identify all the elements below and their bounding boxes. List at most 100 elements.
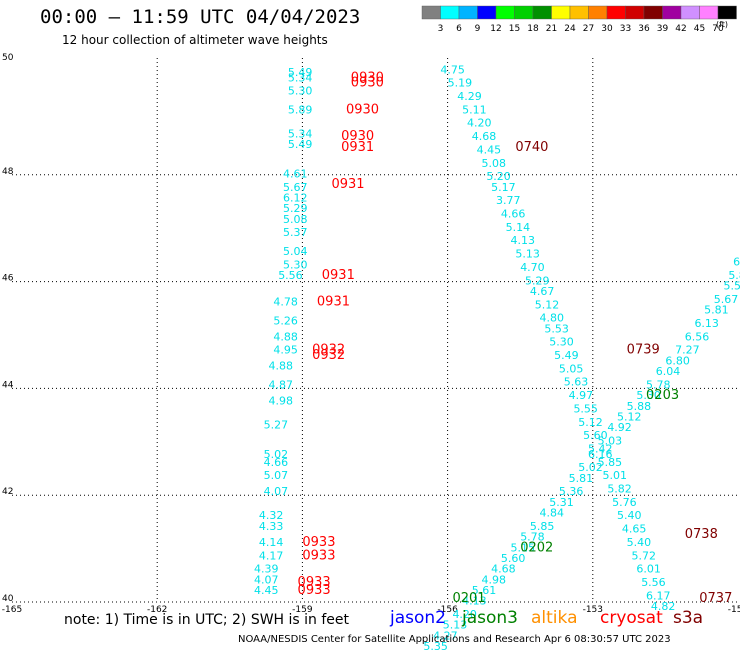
- swh-value-label: 5.8: [728, 269, 740, 282]
- swh-value-label: 5.27: [264, 418, 289, 431]
- colorbar-label: 39: [657, 24, 669, 34]
- x-tick-label: -165: [2, 605, 22, 615]
- swh-value-label: 6.01: [636, 563, 661, 576]
- credit-line: NOAA/NESDIS Center for Satellite Applica…: [238, 634, 671, 645]
- swh-value-label: 4.13: [511, 234, 536, 247]
- colorbar-label: 21: [546, 24, 557, 34]
- swh-value-label: 5.31: [549, 496, 574, 509]
- pass-time-label: 0202: [520, 540, 553, 555]
- colorbar-label: 15: [509, 24, 520, 34]
- swh-value-label: 4.07: [264, 485, 289, 498]
- swh-value-label: 5.78: [520, 531, 545, 544]
- swh-value-label: 4.45: [477, 143, 502, 156]
- swh-value-label: 4.14: [259, 536, 284, 549]
- pass-time-label: 0933: [298, 583, 331, 598]
- swh-value-label: 4.88: [269, 360, 294, 373]
- swh-value-label: 5.12: [535, 298, 560, 311]
- pass-time-label: 0931: [331, 177, 364, 192]
- swh-value-label: 4.13: [462, 595, 487, 608]
- chart-grid: -165 -162 -159 -156 -153 -150 40 42 44 46 48 50: [2, 53, 740, 615]
- y-tick-label: 40: [2, 594, 14, 604]
- swh-value-label: 5.36: [559, 485, 584, 498]
- swh-value-label: 3.77: [496, 194, 521, 207]
- swh-value-label: 5.11: [462, 103, 487, 116]
- swh-value-label: 5.85: [530, 520, 555, 533]
- y-tick-label: 48: [2, 167, 14, 177]
- colorbar-label: 12: [490, 24, 501, 34]
- swh-value-label: 5.03: [598, 434, 623, 447]
- swh-value-label: 5.40: [627, 536, 652, 549]
- legend-jason2: jason2: [390, 608, 446, 628]
- swh-value-label: 5.67: [714, 293, 739, 306]
- swh-value-label: 4.80: [540, 312, 565, 325]
- swh-value-label: 6.0: [733, 256, 740, 269]
- colorbar-label: 24: [564, 24, 576, 34]
- pass-time-label: 0933: [302, 535, 335, 550]
- swh-value-label: 5.61: [472, 584, 497, 597]
- swh-value-label: 4.92: [607, 421, 632, 434]
- colorbar-label: 3: [438, 24, 444, 34]
- x-tick-label: -156: [437, 605, 458, 615]
- swh-value-label: 4.84: [540, 507, 565, 520]
- swh-value-label: 5.49: [288, 66, 313, 79]
- swh-value-label: 4.68: [491, 563, 516, 576]
- pass-time-label: 0931: [322, 268, 355, 283]
- swh-value-label: 5.14: [506, 221, 531, 234]
- swh-value-label: 5.49: [288, 138, 313, 151]
- swh-value-label: 5.56: [641, 576, 666, 589]
- swh-value-label: 5.30: [549, 336, 574, 349]
- swh-value-label: 4.70: [520, 261, 545, 274]
- colorbar-label: 18: [527, 24, 539, 34]
- pass-time-label: 0931: [341, 140, 374, 155]
- colorbar-label: 42: [675, 24, 686, 34]
- swh-value-label: 5.78: [646, 378, 671, 391]
- swh-value-label: 5.88: [627, 400, 652, 413]
- colorbar-swatch: [532, 5, 552, 20]
- swh-value-label: 5.13: [443, 619, 468, 632]
- swh-value-label: 6.12: [283, 192, 308, 205]
- swh-value-label: 4.27: [433, 629, 458, 642]
- y-tick-label: 44: [2, 380, 14, 390]
- swh-value-label: 5.08: [283, 213, 308, 226]
- swh-value-label: 4.75: [440, 63, 465, 76]
- swh-value-label: 4.45: [254, 584, 279, 597]
- swh-value-label: 4.67: [530, 285, 555, 298]
- swh-value-label: 6.16: [588, 448, 613, 461]
- swh-value-label: 4.66: [501, 208, 525, 221]
- swh-value-label: 5.15: [511, 541, 536, 554]
- swh-value-label: 5.02: [264, 448, 289, 461]
- swh-value-label: 5.55: [573, 402, 598, 415]
- swh-value-label: 6.56: [685, 330, 710, 343]
- pass-time-label: 0930: [351, 70, 384, 85]
- swh-value-label: 5.30: [283, 258, 308, 271]
- colorbar-label: 30: [601, 24, 613, 34]
- swh-value-label: 6.80: [665, 354, 690, 367]
- swh-value-label: 5.30: [636, 389, 661, 402]
- swh-value-label: 5.35: [423, 640, 448, 650]
- swh-value-label: 4.20: [452, 608, 477, 621]
- swh-value-label: 4.29: [457, 90, 482, 103]
- swh-value-label: 5.05: [559, 362, 584, 375]
- swh-value-label: 5.81: [704, 304, 729, 317]
- pass-time-label: 0932: [312, 348, 345, 363]
- swh-value-label: 5.34: [288, 71, 313, 84]
- y-tick-label: 42: [2, 487, 13, 497]
- x-tick-label: -162: [147, 605, 167, 615]
- legend-s3a: s3a: [673, 608, 704, 628]
- pass-time-label: 0930: [346, 102, 379, 117]
- colorbar-swatch: [551, 5, 571, 20]
- pass-time-label: 0203: [646, 388, 679, 403]
- colorbar: 3 6 9 12 15 18 21 24 27 30 33 36 39 42 45 70: [421, 5, 737, 34]
- colorbar-swatch: [606, 5, 626, 20]
- colorbar-swatch: [643, 5, 663, 20]
- colorbar-swatch: [588, 5, 608, 20]
- legend-altika: altika: [531, 608, 578, 628]
- swh-value-label: 5.07: [264, 469, 289, 482]
- swh-value-label: 5.42: [588, 442, 613, 455]
- y-tick-label: 46: [2, 274, 14, 284]
- swh-value-label: 4.39: [254, 563, 279, 576]
- swh-value-label: 6.17: [646, 589, 671, 602]
- swh-value-label: 4.65: [622, 523, 647, 536]
- pass-time-label: 0932: [312, 343, 345, 358]
- x-tick-label: -159: [292, 605, 313, 615]
